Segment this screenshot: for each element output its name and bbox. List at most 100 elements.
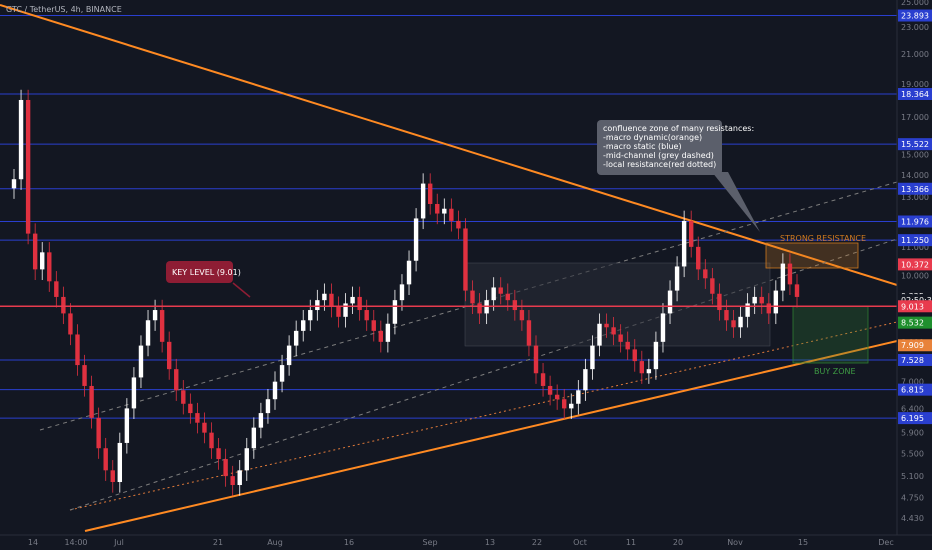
x-tick-3: 21: [213, 538, 223, 547]
candle-body-102: [731, 320, 736, 328]
candle-body-27: [202, 422, 207, 433]
y-tick-15: 5.900: [901, 429, 924, 438]
x-tick-12: Nov: [727, 538, 743, 547]
candle-body-6: [54, 281, 59, 297]
candle-body-28: [209, 432, 214, 449]
key-level-badge: [166, 261, 233, 283]
y-tick-14: 6.400: [901, 404, 924, 413]
candle-body-95: [681, 220, 687, 267]
candle-body-44: [322, 293, 327, 301]
candle-body-80: [576, 390, 581, 404]
candle-body-5: [47, 252, 52, 282]
x-tick-14: Dec: [878, 538, 893, 547]
candle-body-104: [745, 303, 750, 317]
candle-body-23: [174, 369, 179, 391]
candle-body-39: [286, 345, 292, 366]
candle-body-36: [265, 399, 271, 414]
price-badge-12: [898, 353, 932, 366]
x-tick-9: Oct: [573, 538, 587, 547]
price-badge-6: [898, 258, 932, 271]
x-tick-13: 15: [798, 538, 808, 547]
candle-body-78: [562, 399, 567, 409]
candle-body-94: [674, 266, 680, 291]
candle-body-31: [230, 476, 235, 486]
candle-body-50: [364, 310, 369, 321]
annotation-line-5: -local resistance(red dotted): [603, 160, 716, 169]
buy-zone-label: BUY ZONE: [814, 367, 856, 376]
y-tick-7: 13.000: [901, 193, 929, 202]
candle-body-90: [646, 369, 652, 374]
price-badge-label-9: 9.013: [901, 302, 924, 311]
x-tick-4: Aug: [267, 538, 283, 547]
price-badge-5: [898, 234, 932, 247]
price-badge-9: [898, 300, 932, 313]
candle-body-42: [308, 310, 313, 321]
candle-body-79: [569, 403, 574, 409]
time-axis[interactable]: 14 14:00 Jul 21 Aug 16 Sep 13 22 Oct 11 20 Nov 15 Dec: [28, 538, 894, 547]
candle-body-11: [89, 385, 94, 418]
candle-body-93: [667, 290, 673, 314]
candle-body-63: [456, 220, 461, 229]
candle-body-73: [526, 320, 532, 346]
price-badge-label-11: 7.909: [901, 341, 924, 350]
candle-body-8: [68, 313, 73, 335]
x-tick-6: Sep: [422, 538, 437, 547]
candle-body-86: [618, 334, 623, 342]
y-tick-9: 11.000: [901, 243, 929, 252]
candle-body-46: [336, 306, 341, 317]
candle-body-2: [25, 99, 31, 234]
candle-body-105: [752, 296, 757, 304]
candle-body-33: [244, 448, 249, 471]
candle-body-10: [82, 365, 87, 386]
price-badge-1: [898, 88, 932, 101]
y-tick-10: 10.000: [901, 271, 929, 280]
candle-body-58: [420, 183, 426, 219]
candle-body-88: [632, 349, 637, 362]
price-badge-14: [898, 412, 932, 425]
price-badge-label-4: 11.976: [901, 218, 929, 227]
candle-body-15: [117, 442, 123, 483]
candle-body-66: [477, 303, 482, 314]
candle-body-32: [237, 470, 242, 486]
candle-body-98: [703, 269, 708, 279]
candle-body-17: [131, 377, 137, 409]
key-level-label: KEY LEVEL (9.01): [172, 268, 241, 277]
candle-body-110: [787, 263, 793, 285]
price-badge-label-0: 23.893: [901, 12, 929, 21]
candle-body-12: [96, 417, 101, 449]
annotation-line-4: -mid-channel (grey dashed): [603, 151, 714, 160]
candle-body-55: [399, 284, 405, 301]
candle-body-107: [766, 303, 771, 314]
y-tick-6: 14.000: [901, 171, 929, 180]
candle-body-54: [392, 300, 398, 324]
strong-resistance-label: STRONG RESISTANCE: [780, 234, 866, 243]
candle-body-35: [258, 413, 264, 428]
candle-body-96: [688, 220, 694, 247]
strong-resistance-zone: [765, 242, 859, 269]
candle-body-48: [350, 296, 355, 304]
candle-body-20: [152, 310, 158, 321]
y-tick-3: 19.000: [901, 80, 929, 89]
candle-body-72: [519, 310, 525, 321]
x-tick-1: 14:00: [64, 538, 87, 547]
candle-body-29: [216, 448, 221, 460]
candle-body-22: [166, 341, 172, 370]
price-badge-label-1: 18.364: [901, 90, 929, 99]
y-tick-4: 17.000: [901, 113, 929, 122]
y-tick-0: 25.000: [901, 0, 929, 7]
price-badge-label-14: 6.195: [901, 414, 924, 423]
x-tick-5: 16: [344, 538, 354, 547]
annotation-line-3: -macro static (blue): [603, 142, 682, 151]
local-support-dotted-line: [69, 321, 898, 511]
price-badge-3: [898, 182, 932, 195]
price-badge-0: [898, 9, 932, 22]
candle-body-24: [181, 390, 186, 404]
price-badge-label-2: 15.522: [901, 140, 929, 149]
symbol-header: GTC / TetherUS, 4h, BINANCE: [6, 5, 122, 14]
candle-body-61: [442, 208, 447, 214]
candle-body-62: [449, 208, 454, 221]
candle-body-101: [724, 310, 729, 321]
candle-body-81: [583, 369, 588, 391]
candle-body-71: [512, 300, 518, 311]
